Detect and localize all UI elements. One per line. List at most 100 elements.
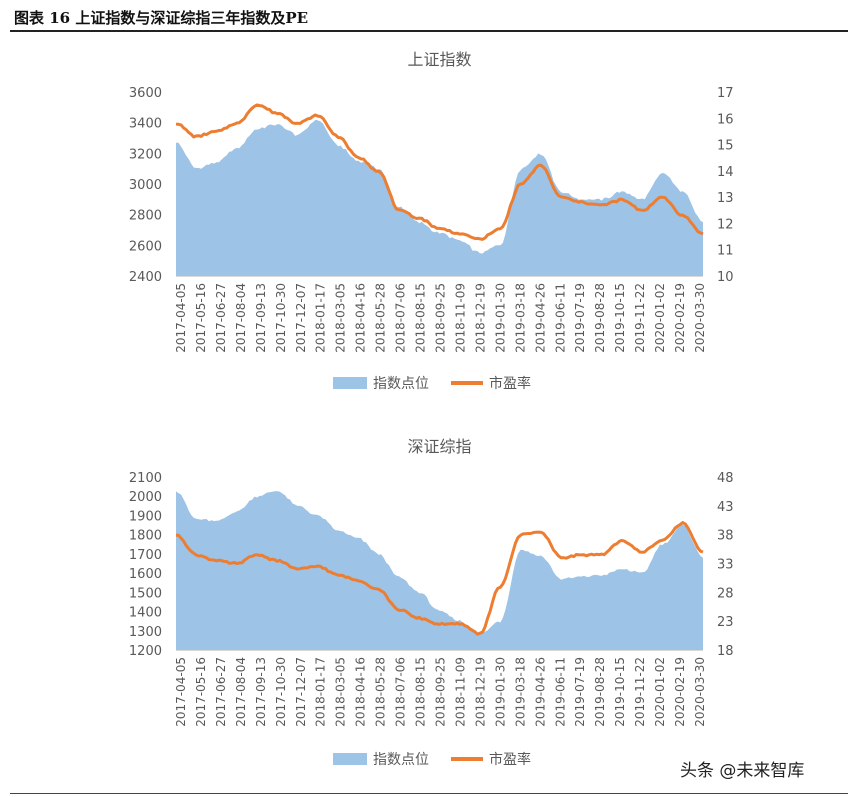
- chart2-y-left-tick-label: 1300: [129, 625, 162, 640]
- chart1-y-right-tick-label: 15: [717, 139, 734, 154]
- chart2-x-tick-label: 2020-03-30: [693, 657, 707, 727]
- chart2-x-tick-label: 2018-05-28: [374, 657, 388, 727]
- chart1-x-tick-label: 2018-09-25: [434, 283, 448, 353]
- chart2-x-tick-label: 2019-08-28: [593, 657, 607, 727]
- chart2-x-tick-label: 2017-10-30: [274, 657, 288, 727]
- chart1-series-line-pe: [175, 103, 704, 241]
- chart2-x-tick-label: 2018-07-06: [394, 657, 408, 727]
- chart2-legend-swatch-area: [333, 753, 367, 765]
- chart1-x-tick-label: 2018-11-09: [453, 283, 467, 353]
- chart1-y-left-tick-label: 2400: [129, 270, 162, 285]
- chart2-x-tick-label: 2020-02-19: [673, 657, 687, 727]
- chart2-legend-label-area: 指数点位: [373, 752, 429, 768]
- chart1-y-right-tick-label: 10: [717, 270, 734, 285]
- top-rule: [10, 30, 848, 32]
- chart2-x-tick-label: 2017-12-07: [294, 657, 308, 727]
- chart1-x-tick-label: 2017-12-07: [294, 283, 308, 353]
- chart1-x-tick-label: 2018-01-17: [314, 283, 328, 353]
- chart1-x-tick-label: 2020-03-30: [693, 283, 707, 353]
- chart1-x-tick-label: 2018-03-05: [334, 283, 348, 353]
- chart1-x-tick-label: 2017-10-30: [274, 283, 288, 353]
- chart1-title: 上证指数: [407, 50, 471, 69]
- chart1-x-tick-label: 2019-08-28: [593, 283, 607, 353]
- chart2-series-area-index: [176, 491, 703, 650]
- chart2-x-tick-label: 2019-04-26: [533, 657, 547, 727]
- chart2-legend-label-line: 市盈率: [489, 751, 531, 768]
- bottom-rule: [10, 793, 848, 794]
- chart2-y-left-tick-label: 1400: [129, 606, 162, 621]
- chart2-y-right-tick-label: 43: [717, 500, 734, 515]
- chart1-x-tick-label: 2018-08-15: [414, 283, 428, 353]
- chart2-x-tick-label: 2018-03-05: [334, 657, 348, 727]
- chart2-x-tick-label: 2019-11-22: [633, 657, 647, 727]
- chart1-y-right-tick-label: 14: [717, 165, 734, 180]
- chart1-x-tick-label: 2018-07-06: [394, 283, 408, 353]
- chart1-y-left-tick-label: 3200: [129, 147, 162, 162]
- chart1-x-tick-label: 2020-02-19: [673, 283, 687, 353]
- chart1-x-tick-label: 2019-01-30: [493, 283, 507, 353]
- chart2-x-tick-label: 2019-03-18: [513, 657, 527, 727]
- chart1-x-tick-label: 2019-06-11: [553, 283, 567, 353]
- chart1-y-left-tick-label: 2800: [129, 209, 162, 224]
- chart1-x-tick-label: 2017-06-27: [214, 283, 228, 353]
- figure-title: 图表 16 上证指数与深证综指三年指数及PE: [14, 9, 309, 27]
- chart1-y-right-tick-label: 16: [717, 112, 734, 127]
- chart1-legend-swatch-area: [333, 377, 367, 389]
- chart1-x-tick-label: 2019-10-15: [613, 283, 627, 353]
- chart1-x-tick-label: 2019-03-18: [513, 283, 527, 353]
- chart1-y-right-tick-label: 17: [717, 86, 734, 101]
- chart2-x-tick-label: 2019-06-11: [553, 657, 567, 727]
- chart2-x-tick-label: 2017-09-13: [254, 657, 268, 727]
- chart2-y-left-tick-label: 2100: [129, 471, 162, 486]
- chart2-y-right-tick-label: 23: [717, 615, 734, 630]
- chart1-y-right-tick-label: 12: [717, 217, 734, 232]
- chart2-y-right-tick-label: 33: [717, 558, 734, 573]
- chart1-x-tick-label: 2017-05-16: [194, 283, 208, 353]
- chart1-x-tick-label: 2019-04-26: [533, 283, 547, 353]
- chart2-y-left-tick-label: 1700: [129, 548, 162, 563]
- chart1-legend-label-line: 市盈率: [489, 375, 531, 392]
- chart2-x-tick-label: 2019-01-30: [493, 657, 507, 727]
- chart2-x-tick-label: 2019-07-19: [573, 657, 587, 727]
- chart1-x-tick-label: 2019-07-19: [573, 283, 587, 353]
- chart2-y-left-tick-label: 1600: [129, 567, 162, 582]
- chart2-x-tick-label: 2017-06-27: [214, 657, 228, 727]
- watermark: 头条 @未来智库: [680, 761, 805, 781]
- chart2-x-tick-label: 2018-08-15: [414, 657, 428, 727]
- chart1-y-left-tick-label: 3600: [129, 86, 162, 101]
- chart1-y-left-tick-label: 3400: [129, 117, 162, 132]
- chart2-y-left-tick-label: 2000: [129, 490, 162, 505]
- chart1-y-right-tick-label: 13: [717, 191, 734, 206]
- chart2-title: 深证综指: [407, 437, 471, 456]
- figure-header: 图表 16 上证指数与深证综指三年指数及PE: [10, 4, 848, 30]
- chart1-x-tick-label: 2017-09-13: [254, 283, 268, 353]
- chart1-y-left-tick-label: 3000: [129, 178, 162, 193]
- chart1-x-tick-label: 2017-04-05: [174, 283, 188, 353]
- chart2-y-left-tick-label: 1800: [129, 529, 162, 544]
- chart1-x-tick-label: 2017-08-04: [234, 283, 248, 353]
- chart2-y-right-tick-label: 18: [717, 644, 734, 659]
- chart2-x-tick-label: 2018-12-19: [473, 657, 487, 727]
- chart1-x-tick-label: 2018-12-19: [473, 283, 487, 353]
- chart2-y-left-tick-label: 1500: [129, 586, 162, 601]
- chart1-series-area-index: [176, 119, 703, 277]
- chart2-x-tick-label: 2017-08-04: [234, 657, 248, 727]
- chart1-x-tick-label: 2020-01-02: [653, 283, 667, 353]
- chart2-x-tick-label: 2017-05-16: [194, 657, 208, 727]
- chart2-y-right-tick-label: 28: [717, 586, 734, 601]
- chart1-x-tick-label: 2018-05-28: [374, 283, 388, 353]
- chart2-x-tick-label: 2018-09-25: [434, 657, 448, 727]
- chart1-x-tick-label: 2019-11-22: [633, 283, 647, 353]
- chart2-x-tick-label: 2018-01-17: [314, 657, 328, 727]
- chart2-x-tick-label: 2020-01-02: [653, 657, 667, 727]
- chart2-y-right-tick-label: 38: [717, 529, 734, 544]
- chart2-x-tick-label: 2018-04-16: [354, 657, 368, 727]
- chart1-x-tick-label: 2018-04-16: [354, 283, 368, 353]
- chart2-x-tick-label: 2018-11-09: [453, 657, 467, 727]
- chart2-y-right-tick-label: 48: [717, 471, 734, 486]
- chart2-y-left-tick-label: 1900: [129, 509, 162, 524]
- chart1-y-right-tick-label: 11: [717, 244, 734, 259]
- chart2-series-line-pe: [175, 521, 704, 636]
- chart2-x-tick-label: 2017-04-05: [174, 657, 188, 727]
